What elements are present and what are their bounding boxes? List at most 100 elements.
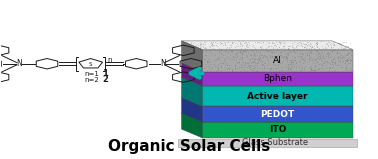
- Point: [285, 52, 291, 54]
- Point: [214, 45, 220, 47]
- Point: [234, 52, 240, 54]
- Point: [304, 43, 310, 46]
- Point: [297, 40, 303, 43]
- Point: [288, 59, 294, 61]
- Point: [313, 45, 319, 47]
- Point: [288, 60, 294, 63]
- Point: [344, 58, 350, 61]
- Point: [225, 67, 231, 70]
- Point: [188, 46, 194, 49]
- Text: Glass Substrate: Glass Substrate: [242, 138, 308, 147]
- Point: [296, 64, 302, 66]
- Point: [267, 69, 273, 72]
- Point: [283, 54, 289, 57]
- Point: [288, 68, 294, 71]
- Point: [326, 52, 332, 55]
- Point: [332, 60, 338, 63]
- Point: [345, 59, 351, 61]
- Text: Bphen: Bphen: [263, 74, 292, 83]
- Point: [281, 55, 287, 57]
- Point: [322, 61, 328, 64]
- Point: [289, 61, 295, 63]
- Point: [301, 43, 307, 46]
- Point: [215, 66, 221, 69]
- Point: [200, 44, 206, 47]
- Point: [303, 47, 309, 49]
- Point: [201, 58, 207, 61]
- Point: [285, 64, 291, 67]
- Point: [234, 55, 240, 57]
- Polygon shape: [181, 77, 353, 86]
- Point: [343, 53, 349, 56]
- Point: [243, 51, 249, 54]
- Point: [229, 42, 235, 45]
- Point: [266, 53, 273, 56]
- Point: [246, 61, 252, 63]
- Point: [232, 41, 238, 44]
- Point: [248, 67, 254, 70]
- Point: [319, 51, 325, 54]
- Point: [345, 52, 351, 55]
- Point: [328, 42, 334, 45]
- Point: [201, 41, 207, 44]
- Point: [260, 48, 266, 50]
- Point: [314, 41, 320, 44]
- Point: [259, 41, 265, 44]
- Point: [254, 70, 260, 72]
- Point: [299, 53, 305, 55]
- Point: [330, 46, 336, 49]
- Point: [252, 47, 258, 50]
- Point: [318, 57, 324, 60]
- Point: [314, 61, 320, 63]
- Point: [343, 66, 349, 68]
- Polygon shape: [181, 113, 353, 122]
- Point: [260, 56, 266, 58]
- Point: [270, 41, 276, 44]
- Point: [220, 61, 226, 64]
- Point: [316, 52, 322, 55]
- Point: [320, 55, 326, 58]
- Point: [344, 58, 350, 61]
- Point: [314, 57, 321, 59]
- Point: [252, 58, 258, 60]
- Point: [321, 62, 327, 65]
- Point: [259, 68, 265, 70]
- Point: [234, 62, 240, 64]
- Point: [218, 51, 224, 54]
- Point: [253, 50, 259, 52]
- Point: [263, 50, 269, 52]
- Point: [255, 50, 261, 53]
- Point: [293, 64, 299, 67]
- Point: [221, 58, 227, 60]
- Point: [339, 69, 345, 72]
- Point: [214, 69, 220, 72]
- Point: [336, 59, 342, 61]
- Polygon shape: [181, 98, 353, 106]
- Point: [229, 49, 235, 52]
- Point: [208, 40, 214, 43]
- Point: [242, 62, 248, 64]
- Point: [347, 60, 353, 62]
- Point: [241, 50, 247, 52]
- Point: [333, 51, 339, 54]
- Point: [334, 52, 340, 54]
- Point: [304, 41, 310, 44]
- Point: [330, 57, 336, 59]
- Point: [285, 52, 291, 55]
- Point: [287, 68, 293, 70]
- Point: [311, 45, 317, 47]
- Point: [318, 57, 324, 59]
- Text: n=2: n=2: [84, 77, 99, 83]
- Point: [216, 47, 222, 50]
- Point: [257, 46, 263, 48]
- Point: [316, 63, 322, 65]
- Point: [329, 49, 335, 52]
- Point: [284, 55, 290, 57]
- Point: [289, 46, 295, 48]
- Point: [274, 47, 280, 49]
- Text: n: n: [107, 57, 112, 63]
- Point: [256, 67, 262, 70]
- Point: [299, 49, 305, 52]
- Point: [277, 61, 283, 63]
- Point: [331, 44, 337, 46]
